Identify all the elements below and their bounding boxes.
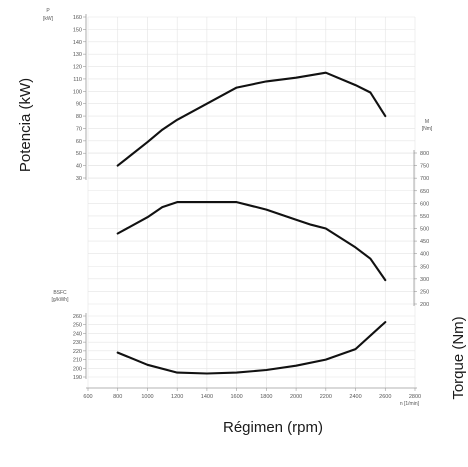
torque-y-tick-label: 200: [420, 302, 429, 308]
x-tick-label: 2600: [379, 394, 391, 400]
power-y-tick-label: 150: [73, 27, 82, 33]
bsfc-y-tick-label: 210: [73, 358, 82, 364]
power-y-tick-label: 30: [76, 176, 82, 182]
x-tick-label: 2200: [320, 394, 332, 400]
power-y-tick-label: 160: [73, 15, 82, 21]
curve-layer: [116, 71, 387, 375]
torque-y-tick-label: 250: [420, 289, 429, 295]
x-tick-label: 2400: [349, 394, 361, 400]
power-axis-unit: [kW]: [43, 16, 54, 22]
power-y-tick-label: 80: [76, 114, 82, 120]
torque-y-tick-label: 700: [420, 176, 429, 182]
torque-y-tick-label: 800: [420, 151, 429, 157]
power-axis-title: Potencia (kW): [17, 78, 34, 172]
label-layer: 30 40 50 60 70 80 90 100 110 120 130 140 150 160 P [kW]…: [43, 8, 433, 407]
power-y-tick-label: 60: [76, 139, 82, 145]
bsfc-axis-symbol: BSFC: [53, 290, 67, 296]
power-y-tick-label: 40: [76, 164, 82, 170]
torque-y-tick-label: 750: [420, 164, 429, 170]
torque-y-tick-label: 650: [420, 189, 429, 195]
torque-y-tick-label: 550: [420, 214, 429, 220]
torque-y-tick-label: 300: [420, 277, 429, 283]
power-y-tick-label: 50: [76, 151, 82, 157]
torque-y-tick-label: 450: [420, 239, 429, 245]
x-tick-label: 1200: [171, 394, 183, 400]
bsfc-y-tick-label: 220: [73, 349, 82, 355]
torque-axis-title: Torque (Nm): [450, 316, 467, 399]
bsfc-y-tick-label: 230: [73, 340, 82, 346]
bsfc-y-tick-label: 250: [73, 323, 82, 329]
bsfc-y-tick-label: 260: [73, 314, 82, 320]
bsfc-y-tick-label: 190: [73, 375, 82, 381]
x-tick-label: 1000: [141, 394, 153, 400]
axis-layer: [83, 14, 417, 391]
grid-layer: [87, 16, 416, 388]
power-curve: [116, 71, 387, 167]
power-y-tick-label: 140: [73, 40, 82, 46]
power-y-tick-label: 110: [73, 77, 82, 83]
torque-y-tick-label: 400: [420, 252, 429, 258]
power-y-tick-label: 100: [73, 89, 82, 95]
bsfc-axis-unit: [g/kWh]: [52, 297, 70, 303]
x-tick-label: 2000: [290, 394, 302, 400]
x-axis-title: Régimen (rpm): [223, 419, 323, 436]
power-y-tick-label: 90: [76, 102, 82, 108]
x-tick-label: 1600: [231, 394, 243, 400]
power-axis-symbol: P: [46, 8, 50, 14]
torque-y-tick-label: 600: [420, 201, 429, 207]
power-y-tick-label: 120: [73, 65, 82, 71]
torque-curve: [116, 201, 387, 282]
x-tick-label: 2800: [409, 394, 421, 400]
power-y-tick-label: 70: [76, 126, 82, 132]
bsfc-y-tick-label: 200: [73, 366, 82, 372]
x-tick-label: 600: [83, 394, 92, 400]
torque-y-tick-label: 350: [420, 264, 429, 270]
bsfc-curve: [116, 321, 387, 375]
x-tick-label: 1800: [260, 394, 272, 400]
torque-axis-symbol: M: [425, 119, 429, 125]
torque-axis-unit: [Nm]: [422, 126, 433, 132]
x-axis-unit: n [1/min]: [400, 401, 420, 407]
power-y-tick-label: 130: [73, 52, 82, 58]
torque-y-tick-label: 500: [420, 227, 429, 233]
x-tick-label: 800: [113, 394, 122, 400]
x-tick-label: 1400: [201, 394, 213, 400]
bsfc-y-tick-label: 240: [73, 331, 82, 337]
